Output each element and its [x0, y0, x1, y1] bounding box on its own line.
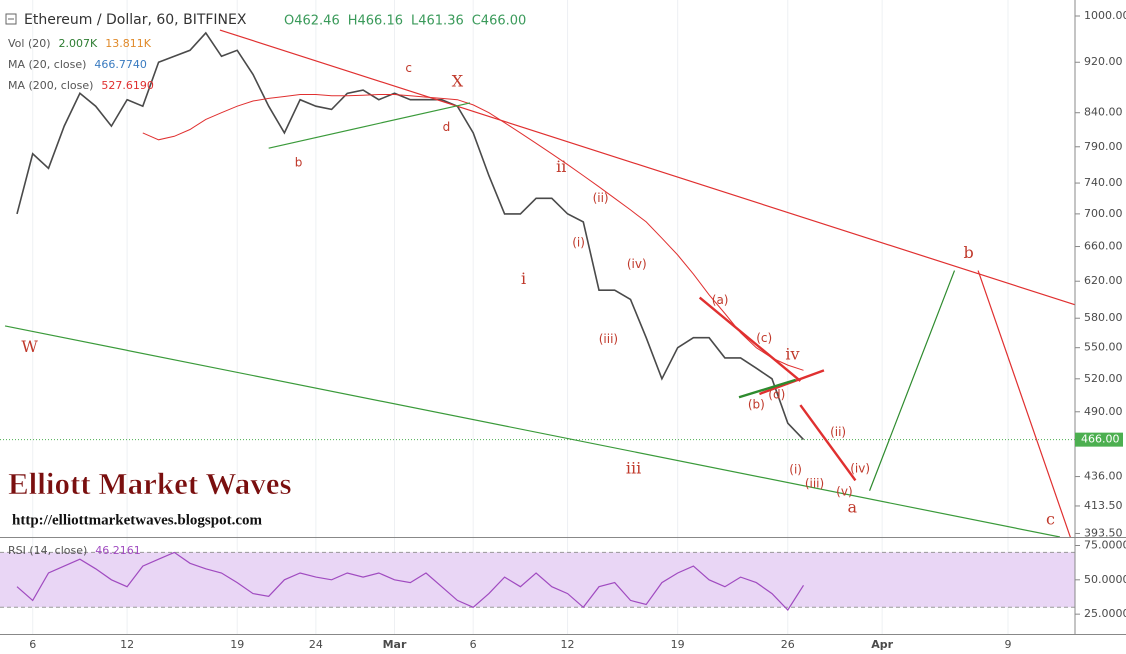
- wave-label: (i): [789, 463, 802, 477]
- x-tick-label: Mar: [383, 638, 407, 651]
- wave-label: (ii): [830, 425, 846, 439]
- y-tick-label: 740.00: [1084, 176, 1123, 189]
- y-tick-label: 75.0000: [1084, 538, 1126, 551]
- y-tick-label: 393.50: [1084, 526, 1123, 539]
- x-tick-label: 6: [470, 638, 477, 651]
- y-tick-label: 620.00: [1084, 274, 1123, 287]
- wave-label: (d): [768, 388, 785, 402]
- indicator-label: MA (20, close): [8, 58, 86, 71]
- ohlc-value: L461.36: [411, 14, 464, 29]
- x-tick-label: 12: [561, 638, 575, 651]
- trendline: [4, 325, 1061, 537]
- wave-label: d: [443, 120, 451, 134]
- y-tick-label: 1000.00: [1084, 9, 1126, 22]
- watermark-title: Elliott Market Waves: [8, 466, 292, 501]
- x-tick-label: 12: [120, 638, 134, 651]
- wave-label: a: [847, 497, 857, 516]
- wave-label: W: [21, 337, 38, 356]
- x-tick-label: Apr: [871, 638, 893, 651]
- y-tick-label: 840.00: [1084, 106, 1123, 119]
- trendline: [698, 296, 802, 382]
- trendline: [977, 270, 1071, 537]
- trendline: [268, 102, 471, 149]
- indicator-value: 527.6190: [101, 79, 154, 92]
- series-line: [16, 551, 805, 611]
- wave-label: c: [405, 61, 412, 75]
- trendline: [219, 29, 1075, 306]
- y-tick-label: 700.00: [1084, 207, 1123, 220]
- wave-label: (iii): [805, 477, 824, 491]
- wave-label: X: [452, 71, 464, 90]
- indicator-value: 2.007K: [59, 37, 98, 50]
- wave-label: i: [521, 269, 526, 288]
- collapse-icon[interactable]: [5, 13, 17, 25]
- y-tick-label: 25.0000: [1084, 607, 1126, 620]
- trendline: [799, 404, 857, 482]
- ohlc-value: H466.16: [348, 14, 403, 29]
- y-tick-label: 580.00: [1084, 311, 1123, 324]
- symbol-title: Ethereum / Dollar, 60, BITFINEX: [24, 12, 247, 28]
- indicator-label: RSI (14, close): [8, 544, 87, 557]
- wave-label: (iv): [850, 461, 870, 475]
- wave-label: (b): [748, 398, 765, 412]
- y-tick-label: 660.00: [1084, 240, 1123, 253]
- ohlc-value: O462.46: [284, 14, 340, 29]
- last-price-tag: [1075, 432, 1123, 447]
- wave-label: (iii): [599, 332, 618, 346]
- series-line: [142, 94, 804, 371]
- y-tick-label: 790.00: [1084, 140, 1123, 153]
- y-tick-label: 50.0000: [1084, 573, 1126, 586]
- trendline: [738, 378, 796, 399]
- indicator-value: 13.811K: [105, 37, 151, 50]
- wave-label: ii: [556, 157, 566, 176]
- x-tick-label: 24: [309, 638, 323, 651]
- wave-label: (ii): [593, 191, 609, 205]
- y-tick-label: 413.50: [1084, 499, 1123, 512]
- wave-label: (c): [756, 331, 772, 345]
- series-line: [16, 31, 805, 441]
- y-tick-label: 550.00: [1084, 341, 1123, 354]
- indicator-label: Vol (20): [8, 37, 51, 50]
- indicator-label: MA (200, close): [8, 79, 93, 92]
- y-tick-label: 436.00: [1084, 470, 1123, 483]
- wave-label: b: [295, 156, 303, 170]
- wave-label: (a): [712, 293, 729, 307]
- last-price-label: 466.00: [1081, 433, 1120, 446]
- y-tick-label: 490.00: [1084, 405, 1123, 418]
- y-tick-label: 920.00: [1084, 55, 1123, 68]
- wave-label: (i): [572, 236, 585, 250]
- wave-label: (iv): [627, 257, 647, 271]
- y-tick-label: 520.00: [1084, 372, 1123, 385]
- wave-label: (v): [836, 485, 852, 499]
- indicator-value: 466.7740: [94, 58, 147, 71]
- rsi-band: [0, 552, 1075, 608]
- wave-label: b: [964, 243, 974, 262]
- indicator-value: 46.2161: [95, 544, 141, 557]
- wave-label: iii: [626, 458, 641, 477]
- wave-label: iv: [785, 344, 799, 363]
- ohlc-value: C466.00: [472, 14, 527, 29]
- wave-label: c: [1046, 510, 1055, 529]
- x-tick-label: 6: [29, 638, 36, 651]
- trendline: [869, 270, 956, 491]
- x-tick-label: 26: [781, 638, 795, 651]
- x-tick-label: 9: [1004, 638, 1011, 651]
- x-tick-label: 19: [671, 638, 685, 651]
- x-tick-label: 19: [230, 638, 244, 651]
- watermark-url: http://elliottmarketwaves.blogspot.com: [12, 512, 262, 528]
